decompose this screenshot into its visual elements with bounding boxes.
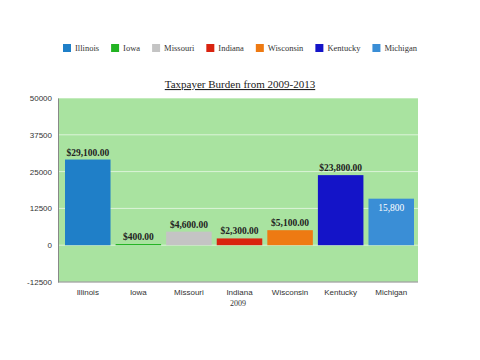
- legend-label: Kentucky: [327, 43, 361, 53]
- legend-item: Missouri: [152, 43, 195, 53]
- plot-background: [58, 98, 418, 282]
- y-tick: -12500: [27, 278, 58, 287]
- grid-line: [58, 98, 418, 99]
- legend-item: Illinois: [63, 43, 99, 53]
- x-tick-label: Michigan: [375, 288, 407, 297]
- legend-swatch: [315, 44, 323, 52]
- bar: [368, 199, 414, 246]
- x-tick-label: Missouri: [174, 288, 204, 297]
- x-axis-title: 2009: [230, 299, 246, 308]
- legend: Illinois Iowa Missouri Indiana Wisconsin Kent…: [63, 43, 418, 53]
- bars: [65, 160, 414, 246]
- x-tick: Kentucky: [324, 282, 357, 297]
- data-label: $2,300.00: [221, 226, 259, 236]
- legend-label: Iowa: [123, 43, 140, 53]
- legend-item: Kentucky: [315, 43, 361, 53]
- x-tick: Wisconsin: [272, 282, 308, 297]
- y-tick: 37500: [30, 131, 58, 140]
- y-tick-label: 0: [48, 241, 53, 250]
- y-tick-label: 12500: [30, 204, 53, 213]
- x-tick: Iowa: [130, 282, 147, 297]
- legend-label: Michigan: [384, 43, 417, 53]
- x-tick: Missouri: [174, 282, 204, 297]
- legend-item: Michigan: [372, 43, 417, 53]
- legend-swatch: [152, 44, 160, 52]
- bar: [65, 160, 111, 246]
- x-tick: Illinois: [77, 282, 99, 297]
- y-tick: 50000: [30, 94, 58, 103]
- legend-item: Wisconsin: [256, 43, 304, 53]
- legend-item: Iowa: [111, 43, 140, 53]
- x-tick-label: Kentucky: [324, 288, 357, 297]
- legend-swatch: [63, 44, 71, 52]
- x-axis: Illinois Iowa Missouri Indiana Wisconsin Kent…: [58, 282, 418, 297]
- data-label: $29,100.00: [66, 148, 109, 158]
- legend-swatch: [372, 44, 380, 52]
- data-label: $5,100.00: [271, 218, 309, 228]
- grid: [58, 98, 418, 282]
- legend-label: Illinois: [75, 43, 99, 53]
- y-tick-label: 25000: [30, 168, 53, 177]
- x-axis-line: [58, 282, 418, 283]
- bar: [318, 175, 364, 245]
- bar: [116, 244, 162, 245]
- x-tick: Indiana: [226, 282, 253, 297]
- bar: [267, 230, 313, 245]
- data-label: $400.00: [123, 232, 154, 242]
- legend-label: Missouri: [164, 43, 195, 53]
- data-label: 15,800: [378, 203, 404, 213]
- y-tick: 25000: [30, 168, 58, 177]
- legend-swatch: [256, 44, 264, 52]
- legend-label: Indiana: [218, 43, 244, 53]
- y-tick-label: 37500: [30, 131, 53, 140]
- bar: [166, 232, 212, 246]
- legend-item: Indiana: [206, 43, 244, 53]
- x-tick-label: Wisconsin: [272, 288, 308, 297]
- y-tick-label: -12500: [27, 278, 52, 287]
- grid-line: [58, 208, 418, 209]
- grid-line: [58, 171, 418, 172]
- x-tick-label: Indiana: [226, 288, 253, 297]
- legend-label: Wisconsin: [268, 43, 304, 53]
- y-tick: 12500: [30, 204, 58, 213]
- data-labels: $29,100.00 $400.00 $4,600.00 $2,300.00 $5,10…: [66, 148, 404, 242]
- grid-line: [58, 282, 418, 283]
- bar: [217, 238, 263, 245]
- y-axis: -12500 0 12500 25000 37500 50000: [27, 94, 58, 287]
- grid-line: [58, 134, 418, 135]
- legend-swatch: [111, 44, 119, 52]
- x-tick: Michigan: [375, 282, 407, 297]
- title: Taxpayer Burden from 2009-2013: [165, 78, 316, 90]
- x-tick-label: Iowa: [130, 288, 147, 297]
- y-axis-line: [58, 99, 59, 283]
- y-tick: 0: [48, 241, 58, 250]
- legend-swatch: [206, 44, 214, 52]
- data-label: $4,600.00: [170, 220, 208, 230]
- y-tick-label: 50000: [30, 94, 53, 103]
- data-label: $23,800.00: [319, 163, 362, 173]
- x-tick-label: Illinois: [77, 288, 99, 297]
